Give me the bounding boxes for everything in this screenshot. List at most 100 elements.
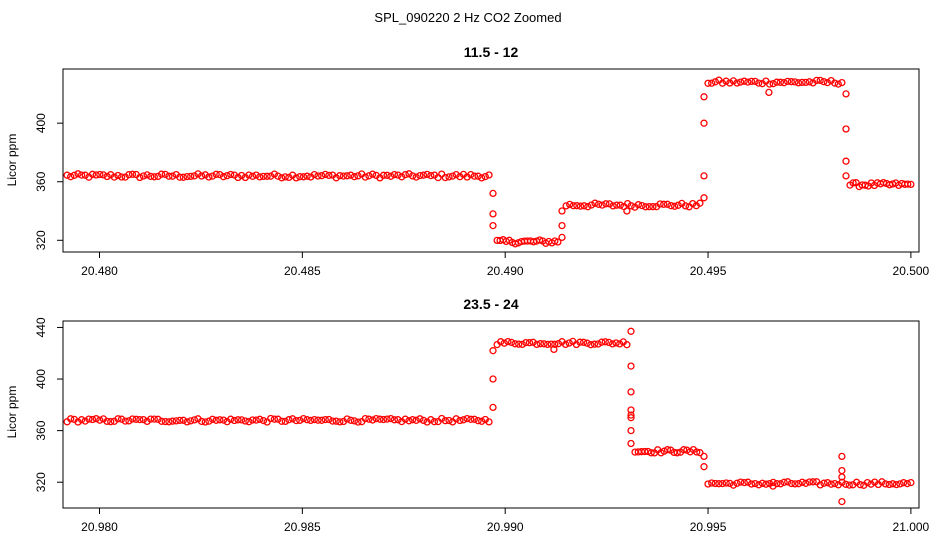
data-point [467, 170, 475, 179]
data-point [674, 201, 682, 209]
data-point [566, 200, 574, 209]
data-point [332, 417, 340, 425]
y-tick-label: 360 [34, 171, 48, 191]
data-point [740, 478, 748, 487]
data-point [114, 415, 122, 423]
data-point [798, 478, 806, 486]
data-point [179, 173, 188, 181]
data-point [398, 173, 406, 181]
data-point [67, 415, 75, 423]
data-point [605, 200, 614, 208]
data-point [700, 452, 708, 461]
data-point [608, 340, 617, 348]
data-point [834, 80, 842, 88]
x-tick-label: 20.980 [81, 520, 118, 534]
data-point [245, 171, 253, 179]
data-point [550, 345, 558, 354]
data-point [121, 417, 129, 425]
data-point [438, 170, 446, 178]
data-point [838, 452, 846, 461]
data-point [161, 170, 169, 179]
data-point [368, 416, 377, 424]
data-point [573, 202, 581, 210]
data-point [718, 479, 727, 488]
data-point [387, 172, 395, 180]
panel-bottom: 23.5 - 24 Licor ppm 20.980 20.985 20.990 20.9… [5, 296, 930, 534]
data-point [623, 341, 631, 349]
data-point [288, 415, 297, 423]
y-tick-label: 400 [34, 369, 48, 389]
data-point [88, 415, 97, 424]
data-point [190, 416, 199, 424]
data-point [576, 338, 584, 346]
data-point [165, 172, 173, 180]
data-point [125, 417, 133, 425]
data-point [518, 340, 526, 349]
data-point [299, 414, 308, 423]
data-point [627, 327, 635, 335]
data-point [234, 416, 242, 424]
data-point [708, 79, 716, 87]
data-point [587, 201, 596, 209]
data-point [136, 173, 144, 182]
data-point [281, 173, 289, 181]
data-point [278, 174, 286, 182]
x-tick-label: 20.500 [893, 264, 930, 278]
data-point [670, 202, 679, 210]
data-point [842, 172, 850, 180]
data-point [179, 416, 188, 424]
data-point [456, 416, 464, 425]
data-point [892, 480, 901, 489]
data-point [594, 200, 603, 208]
data-point [365, 172, 373, 180]
data-point [187, 417, 195, 425]
data-point [543, 340, 552, 349]
x-tick-label: 20.485 [284, 264, 321, 278]
data-point [722, 77, 730, 85]
data-point [609, 202, 617, 210]
data-point [296, 416, 304, 425]
data-point [143, 417, 151, 426]
data-point [693, 448, 701, 456]
data-point [616, 340, 624, 348]
data-point [642, 203, 650, 211]
data-point [248, 172, 257, 180]
data-point [591, 199, 599, 207]
data-point [401, 171, 409, 179]
data-point [154, 415, 162, 423]
data-point [427, 171, 435, 180]
data-point [234, 173, 242, 182]
data-point [489, 221, 497, 230]
data-point [448, 172, 457, 180]
data-point [278, 417, 286, 425]
data-point [172, 417, 180, 425]
data-point [267, 414, 275, 423]
data-point [656, 200, 664, 208]
data-point [845, 481, 853, 489]
data-point [401, 415, 409, 423]
data-point [274, 172, 282, 180]
data-point [339, 172, 348, 180]
data-point [708, 479, 716, 487]
data-point [77, 416, 86, 424]
data-point [263, 418, 271, 426]
x-tick-label: 20.995 [690, 520, 727, 534]
data-point [150, 173, 158, 181]
data-point [627, 388, 635, 396]
data-point [379, 415, 388, 424]
y-tick-label: 360 [34, 420, 48, 440]
x-tick-label: 20.495 [690, 264, 727, 278]
data-point [809, 478, 817, 486]
data-point [623, 207, 631, 215]
data-point [354, 172, 362, 180]
data-point [223, 172, 231, 180]
data-point [307, 416, 315, 425]
data-point [726, 79, 734, 87]
data-point [885, 480, 893, 489]
data-point [336, 418, 344, 426]
data-point [529, 338, 537, 346]
data-point [747, 480, 756, 488]
data-point [758, 479, 767, 487]
data-point [361, 414, 369, 423]
data-point [67, 173, 75, 181]
